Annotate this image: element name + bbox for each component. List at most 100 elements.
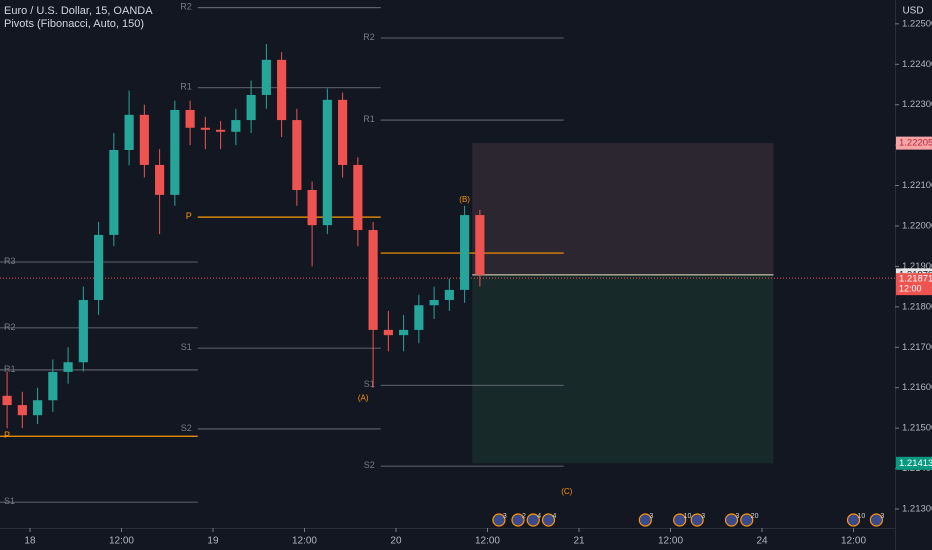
indicator-title: Pivots (Fibonacci, Auto, 150) [4, 18, 144, 30]
target-price-label-bg [896, 136, 932, 150]
candle-body [414, 305, 424, 330]
candle-body [277, 59, 287, 121]
candle-body [139, 114, 149, 165]
y-tick-label: 1.21600 [902, 382, 932, 393]
pivot-label: S2 [364, 460, 375, 470]
x-tick-label: 12:00 [841, 536, 866, 547]
candle-body [78, 299, 88, 363]
event-marker [492, 513, 506, 527]
candle-body [307, 190, 317, 226]
x-tick-label: 18 [24, 536, 36, 547]
candle-body [216, 129, 226, 132]
candle-body [17, 405, 27, 416]
currency-label: USD [902, 6, 923, 17]
y-tick-label: 1.22100 [902, 180, 932, 191]
event-count: 3 [880, 513, 884, 520]
event-marker [541, 513, 556, 527]
event-count: 4 [552, 513, 556, 520]
x-tick-label: 20 [390, 536, 402, 547]
candle-body [261, 59, 271, 96]
plot-area: R3R2R1PS1R2R1PS1S2R2R1PS1S2(A)(B)(C)3244… [0, 2, 895, 527]
candle-body [475, 215, 485, 275]
stop-zone [472, 274, 774, 464]
y-tick-label: 1.21300 [902, 504, 932, 515]
x-tick-label: 24 [756, 536, 768, 547]
candle-body [460, 215, 470, 290]
x-tick-label: 12:00 [292, 536, 317, 547]
candle-body [231, 120, 241, 132]
event-count: 10 [684, 513, 692, 520]
target-zone [472, 143, 774, 275]
event-marker [526, 513, 540, 527]
candle-body [368, 230, 378, 330]
x-tick-label: 12:00 [475, 536, 500, 547]
candle-body [124, 114, 134, 150]
countdown-label: 12:00 [899, 284, 922, 294]
pivot-label: R2 [180, 2, 192, 12]
event-marker [511, 513, 525, 527]
event-marker [673, 513, 687, 527]
x-tick-label: 12:00 [658, 536, 683, 547]
y-tick-label: 1.22500 [902, 18, 932, 29]
candle-body [353, 164, 363, 231]
y-tick-label: 1.22400 [902, 59, 932, 70]
pivot-label: R2 [4, 322, 16, 332]
pivot-label: R1 [4, 364, 16, 374]
wave-label: (B) [459, 195, 470, 204]
event-count: 20 [751, 513, 759, 520]
event-count: 10 [858, 513, 866, 520]
pivot-label: S1 [4, 496, 15, 506]
pivot-label: P [186, 211, 192, 221]
x-tick-label: 21 [573, 536, 585, 547]
candle-body [200, 127, 210, 130]
y-tick-label: 1.21700 [902, 342, 932, 353]
candle-body [444, 289, 454, 300]
candle-body [246, 95, 256, 121]
event-count: 3 [736, 513, 740, 520]
x-tick-label: 19 [207, 536, 219, 547]
event-count: 3 [701, 513, 705, 520]
event-marker [690, 513, 704, 527]
y-tick-label: 1.21500 [902, 423, 932, 434]
candle-body [399, 329, 409, 336]
event-marker [740, 513, 754, 527]
candle-body [429, 299, 439, 306]
pivot-label: S1 [181, 342, 192, 352]
event-count: 3 [649, 513, 653, 520]
stop-price-label-bg [896, 456, 932, 470]
candle-body [94, 234, 104, 300]
candle-body [185, 109, 195, 128]
candle-body [338, 99, 348, 165]
pivot-label: S1 [364, 379, 375, 389]
axes: 1.225001.224001.223001.222001.221001.220… [24, 18, 932, 547]
wave-label: (A) [358, 393, 369, 402]
y-tick-label: 1.21900 [902, 261, 932, 272]
event-count: 2 [522, 513, 526, 520]
candle-body [33, 400, 43, 416]
symbol-title: Euro / U.S. Dollar, 15, OANDA [4, 5, 153, 17]
y-tick-label: 1.21800 [902, 301, 932, 312]
pivot-label: P [4, 430, 10, 440]
y-tick-label: 1.22000 [902, 221, 932, 232]
pivot-label: R1 [180, 82, 192, 92]
current-price-label-bg [896, 273, 932, 296]
candle-body [292, 120, 302, 191]
pivot-label: R2 [363, 32, 375, 42]
event-count: 3 [503, 513, 507, 520]
event-count: 4 [537, 513, 541, 520]
candle-body [48, 371, 58, 401]
current-price-label: 1.21871 [899, 274, 932, 285]
candle-body [2, 395, 12, 406]
candle-body [170, 109, 180, 195]
event-marker [638, 513, 652, 527]
pivot-label: R1 [363, 114, 375, 124]
candle-body [383, 329, 393, 336]
event-marker [869, 513, 883, 527]
event-marker [846, 513, 861, 527]
candle-body [322, 99, 332, 226]
y-tick-label: 1.22300 [902, 99, 932, 110]
x-tick-label: 12:00 [109, 536, 134, 547]
wave-label: (C) [561, 487, 572, 496]
target-price-label: 1.22205 [899, 138, 932, 149]
